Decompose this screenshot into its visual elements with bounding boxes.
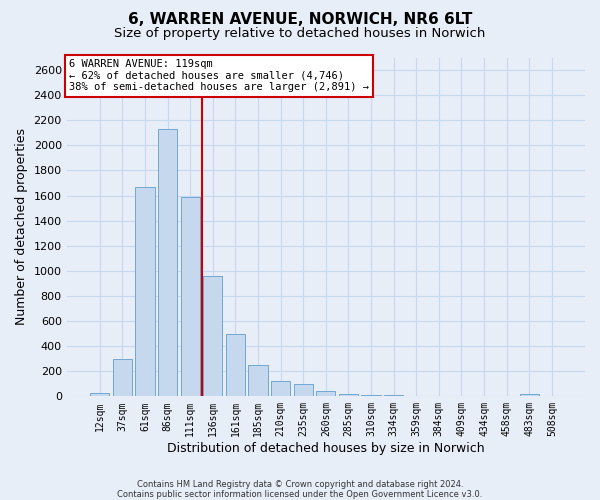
Y-axis label: Number of detached properties: Number of detached properties	[15, 128, 28, 326]
Bar	[181, 197, 200, 396]
Bar	[271, 382, 290, 396]
Text: Size of property relative to detached houses in Norwich: Size of property relative to detached ho…	[115, 28, 485, 40]
Bar	[339, 394, 358, 396]
Text: 6 WARREN AVENUE: 119sqm
← 62% of detached houses are smaller (4,746)
38% of semi: 6 WARREN AVENUE: 119sqm ← 62% of detache…	[69, 59, 369, 92]
Text: 6, WARREN AVENUE, NORWICH, NR6 6LT: 6, WARREN AVENUE, NORWICH, NR6 6LT	[128, 12, 472, 28]
Bar	[158, 129, 177, 396]
Bar	[136, 187, 155, 396]
Bar	[520, 394, 539, 396]
Bar	[90, 393, 109, 396]
Bar	[293, 384, 313, 396]
Text: Contains HM Land Registry data © Crown copyright and database right 2024.
Contai: Contains HM Land Registry data © Crown c…	[118, 480, 482, 499]
Bar	[226, 334, 245, 396]
Bar	[316, 390, 335, 396]
Bar	[203, 276, 223, 396]
Bar	[113, 358, 132, 397]
X-axis label: Distribution of detached houses by size in Norwich: Distribution of detached houses by size …	[167, 442, 485, 455]
Bar	[248, 365, 268, 396]
Bar	[361, 395, 380, 396]
